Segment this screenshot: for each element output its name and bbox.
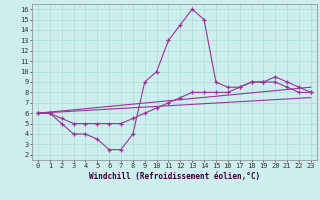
X-axis label: Windchill (Refroidissement éolien,°C): Windchill (Refroidissement éolien,°C)	[89, 172, 260, 181]
